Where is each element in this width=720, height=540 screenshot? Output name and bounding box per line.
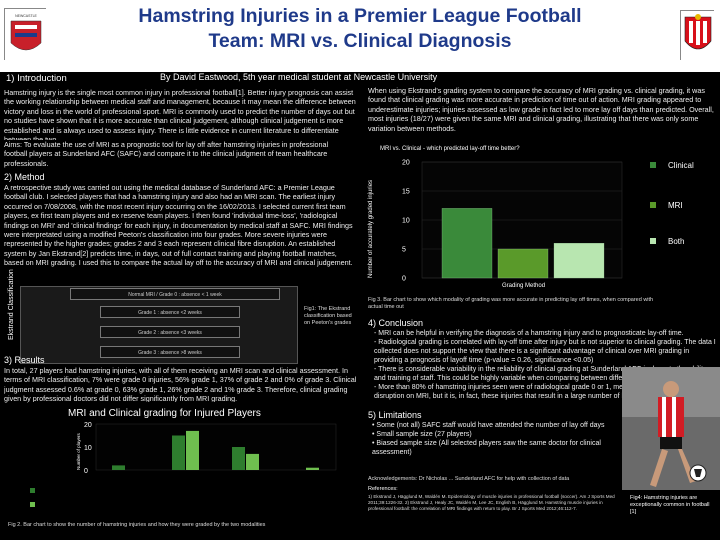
conclusion-list: - MRI can be helpful in verifying the di… xyxy=(374,329,716,409)
section-heading-results: 3) Results xyxy=(4,355,45,365)
title-line-1: Hamstring Injuries in a Premier League F… xyxy=(138,5,582,27)
bar xyxy=(553,243,605,279)
bar xyxy=(441,208,493,279)
grading-chart-panel: MRI and Clinical grading for Injured Pla… xyxy=(28,402,348,520)
legend-swatch xyxy=(30,488,35,493)
conclusion-item: - More than 80% of hamstring injuries se… xyxy=(374,384,699,400)
bar xyxy=(497,248,549,279)
ekstrand-row: Grade 3 : absence >8 weeks xyxy=(100,346,240,358)
bar xyxy=(172,435,185,470)
section-heading-limitations: 5) Limitations xyxy=(368,410,422,420)
limitations-list: • Some (not all) SAFC staff would have a… xyxy=(372,421,622,471)
author-line: By David Eastwood, 5th year medical stud… xyxy=(160,72,438,82)
limitation-item-text: Biased sample size (All selected players… xyxy=(372,440,601,456)
y-tick-label: 0 xyxy=(84,468,88,475)
chart-title: MRI and Clinical grading for Injured Pla… xyxy=(68,408,261,419)
legend-label: MRI xyxy=(668,201,683,210)
legend-label: Both xyxy=(668,237,684,246)
conclusion-item-text: There is considerable variability in the… xyxy=(374,366,707,382)
ekstrand-row: Grade 2 : absence <3 weeks xyxy=(100,326,240,338)
football-player-photo xyxy=(622,367,720,490)
x-tick-label: Grading Method xyxy=(502,283,545,289)
section-heading-conclusion: 4) Conclusion xyxy=(368,318,424,328)
svg-text:NEWCASTLE: NEWCASTLE xyxy=(15,14,37,18)
bar xyxy=(246,453,259,470)
plot-area xyxy=(95,423,337,471)
bar xyxy=(232,447,245,470)
conclusion-item-text: MRI can be helpful in verifying the diag… xyxy=(378,330,684,337)
chart-title: MRI vs. Clinical - which predicted lay-o… xyxy=(380,146,520,152)
y-tick-label: 10 xyxy=(84,445,92,452)
newcastle-university-crest: NEWCASTLE xyxy=(4,8,47,61)
limitation-item-text: Small sample size (27 players) xyxy=(376,431,472,438)
accuracy-chart-panel: MRI vs. Clinical - which predicted lay-o… xyxy=(360,140,720,296)
section-heading-introduction: 1) Introduction xyxy=(6,73,67,84)
figure-1-label: Fig1: The Ekstrand classification based … xyxy=(304,306,352,326)
y-tick-label: 5 xyxy=(402,247,406,254)
bar xyxy=(186,430,199,470)
figure-3-caption: Fig 3. Bar chart to show which modality … xyxy=(368,297,654,310)
conclusion-item: - Radiological grading is correlated wit… xyxy=(374,339,716,364)
acknowledgement-text: Acknowledgements: Dr Nicholas ... Sunder… xyxy=(368,476,570,482)
references-text: 1) Ekstrand J, Hägglund M, Waldén M. Epi… xyxy=(368,494,615,511)
y-tick-label: 0 xyxy=(402,276,406,283)
y-tick-label: 10 xyxy=(402,218,410,225)
limitation-item-text: Some (not all) SAFC staff would have att… xyxy=(376,422,605,429)
y-tick-label: 15 xyxy=(402,189,410,196)
legend-swatch xyxy=(650,238,656,244)
conclusion-item: - MRI can be helpful in verifying the di… xyxy=(374,330,684,337)
method-text: A retrospective study was carried out us… xyxy=(4,183,353,268)
figure-4-caption: Fig4: Hamstring injuries are exceptional… xyxy=(630,495,710,515)
limitation-item: • Small sample size (27 players) xyxy=(372,431,472,438)
title-bar: NEWCASTLE Hamstring Injuries in a Premie… xyxy=(0,0,720,72)
right-results-text: When using Ekstrand's grading system to … xyxy=(368,86,714,133)
y-tick-label: 20 xyxy=(84,422,92,429)
ekstrand-row: Normal MRI / Grade 0 : absence < 1 week xyxy=(70,288,280,300)
bar xyxy=(112,465,125,470)
section-heading-method: 2) Method xyxy=(4,172,45,182)
sunderland-afc-crest xyxy=(680,10,715,61)
results-text: In total, 27 players had hamstring injur… xyxy=(4,366,357,404)
conclusion-item-text: More than 80% of hamstring injuries seen… xyxy=(374,384,699,400)
grading-chart: MRI and Clinical grading for Injured Pla… xyxy=(28,402,348,520)
legend-swatch xyxy=(650,202,656,208)
ekstrand-side-label: Ekstrand Classification xyxy=(8,269,15,340)
title-line-2: Team: MRI vs. Clinical Diagnosis xyxy=(208,30,512,52)
references-heading: References: xyxy=(368,486,398,492)
aims-text: Aims: To evaluate the use of MRI as a pr… xyxy=(4,140,329,168)
legend-label: Clinical xyxy=(668,161,694,170)
limitation-item: • Some (not all) SAFC staff would have a… xyxy=(372,422,605,429)
accuracy-chart: MRI vs. Clinical - which predicted lay-o… xyxy=(360,140,720,296)
legend-swatch xyxy=(650,162,656,168)
limitation-item: • Biased sample size (All selected playe… xyxy=(372,440,601,456)
y-axis-label: Number of accurately graded injuries xyxy=(368,180,374,278)
poster-title: Hamstring Injuries in a Premier League F… xyxy=(60,4,660,54)
legend-swatch xyxy=(30,502,35,507)
introduction-text: Hamstring injury is the single most comm… xyxy=(4,88,356,140)
conclusion-item: - There is considerable variability in t… xyxy=(374,366,707,382)
figure-2-caption: Fig 2. Bar chart to show the number of h… xyxy=(8,522,266,528)
y-tick-label: 20 xyxy=(402,160,410,167)
conclusion-item-text: Radiological grading is correlated with … xyxy=(374,339,716,364)
y-axis-label: Number of players xyxy=(76,432,81,470)
ekstrand-row: Grade 1 : absence <2 weeks xyxy=(100,306,240,318)
bar xyxy=(306,467,319,470)
